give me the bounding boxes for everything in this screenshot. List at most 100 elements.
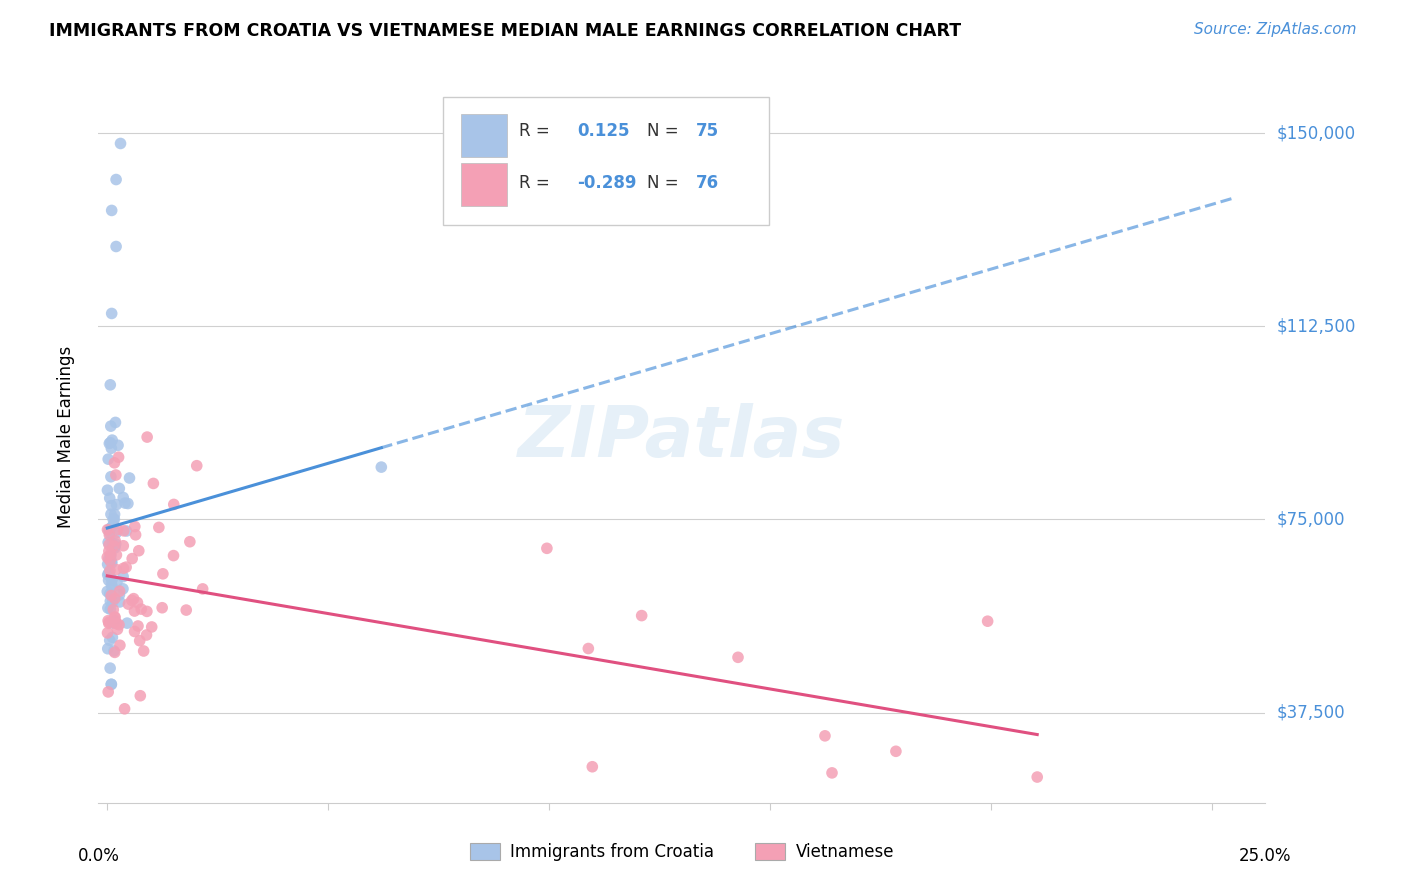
Point bbox=[105, 239, 128, 253]
Point bbox=[98, 522, 121, 536]
Point bbox=[100, 677, 122, 691]
Point bbox=[127, 619, 149, 633]
Point bbox=[105, 562, 128, 576]
Point bbox=[101, 433, 124, 447]
Point bbox=[152, 566, 174, 581]
Point bbox=[101, 573, 124, 587]
Y-axis label: Median Male Earnings: Median Male Earnings bbox=[56, 346, 75, 528]
Point bbox=[105, 616, 128, 631]
Point bbox=[98, 566, 121, 580]
Point bbox=[100, 677, 122, 691]
Point bbox=[108, 638, 131, 652]
Point bbox=[104, 541, 127, 555]
Point bbox=[884, 744, 907, 758]
Point bbox=[121, 593, 143, 607]
Text: $37,500: $37,500 bbox=[1277, 704, 1346, 722]
Point bbox=[124, 604, 146, 618]
Text: R =: R = bbox=[519, 122, 550, 140]
Point bbox=[100, 507, 122, 521]
FancyBboxPatch shape bbox=[443, 97, 769, 225]
Point bbox=[107, 438, 129, 452]
Point bbox=[110, 136, 132, 151]
Point bbox=[115, 560, 138, 574]
Point bbox=[129, 602, 152, 616]
Point bbox=[121, 551, 143, 566]
Point bbox=[163, 497, 186, 511]
Point bbox=[97, 566, 120, 580]
Point bbox=[98, 661, 121, 675]
Point bbox=[112, 569, 135, 583]
Point bbox=[104, 645, 127, 659]
Point bbox=[108, 617, 131, 632]
Point bbox=[101, 580, 124, 594]
Text: Source: ZipAtlas.com: Source: ZipAtlas.com bbox=[1194, 22, 1357, 37]
Point bbox=[101, 631, 124, 645]
Point bbox=[100, 549, 122, 563]
Point bbox=[117, 496, 139, 510]
Point bbox=[536, 541, 558, 556]
Point bbox=[115, 524, 138, 538]
Point bbox=[98, 524, 121, 538]
Point bbox=[96, 626, 118, 640]
Point bbox=[100, 589, 122, 603]
Text: IMMIGRANTS FROM CROATIA VS VIETNAMESE MEDIAN MALE EARNINGS CORRELATION CHART: IMMIGRANTS FROM CROATIA VS VIETNAMESE ME… bbox=[49, 22, 962, 40]
Point bbox=[108, 588, 131, 602]
Point bbox=[104, 508, 127, 522]
Text: $150,000: $150,000 bbox=[1277, 124, 1355, 142]
Point bbox=[148, 520, 170, 534]
Point bbox=[104, 539, 127, 553]
Point bbox=[103, 456, 125, 470]
Point bbox=[135, 604, 157, 618]
Point bbox=[100, 442, 122, 456]
Point bbox=[98, 615, 121, 630]
Point bbox=[98, 564, 121, 578]
Point bbox=[127, 596, 149, 610]
Point bbox=[108, 595, 131, 609]
Point bbox=[135, 628, 157, 642]
Point bbox=[96, 523, 118, 537]
Point bbox=[104, 533, 127, 548]
Point bbox=[98, 594, 121, 608]
Point bbox=[96, 550, 118, 565]
Point bbox=[97, 567, 120, 582]
Point bbox=[100, 555, 122, 569]
Point bbox=[96, 483, 118, 498]
Point bbox=[103, 602, 125, 616]
Point bbox=[105, 498, 128, 512]
Point bbox=[100, 499, 122, 513]
Point bbox=[97, 685, 120, 699]
Point bbox=[97, 558, 120, 572]
Point bbox=[97, 641, 120, 656]
Point bbox=[96, 584, 118, 599]
Point bbox=[98, 528, 121, 542]
Point bbox=[112, 524, 135, 538]
Point bbox=[727, 650, 749, 665]
Point bbox=[630, 608, 652, 623]
Point bbox=[104, 468, 127, 483]
Point bbox=[100, 306, 122, 320]
Point bbox=[191, 582, 214, 596]
Point bbox=[100, 435, 122, 450]
FancyBboxPatch shape bbox=[461, 114, 508, 157]
Point bbox=[105, 548, 128, 562]
Point bbox=[136, 430, 159, 444]
Point bbox=[105, 172, 128, 186]
Point bbox=[98, 633, 121, 648]
Point bbox=[98, 602, 121, 616]
Point bbox=[107, 450, 129, 465]
Point bbox=[114, 496, 136, 510]
Point bbox=[98, 377, 121, 392]
Point bbox=[186, 458, 208, 473]
Point bbox=[104, 614, 127, 628]
Point bbox=[103, 512, 125, 526]
Point bbox=[98, 436, 121, 450]
Point bbox=[98, 538, 121, 552]
Point bbox=[174, 603, 197, 617]
Text: 0.125: 0.125 bbox=[576, 122, 630, 140]
Point bbox=[97, 544, 120, 558]
Text: $112,500: $112,500 bbox=[1277, 318, 1355, 335]
Point bbox=[122, 591, 145, 606]
Point bbox=[100, 547, 122, 561]
Point bbox=[150, 600, 173, 615]
Point bbox=[124, 519, 146, 533]
